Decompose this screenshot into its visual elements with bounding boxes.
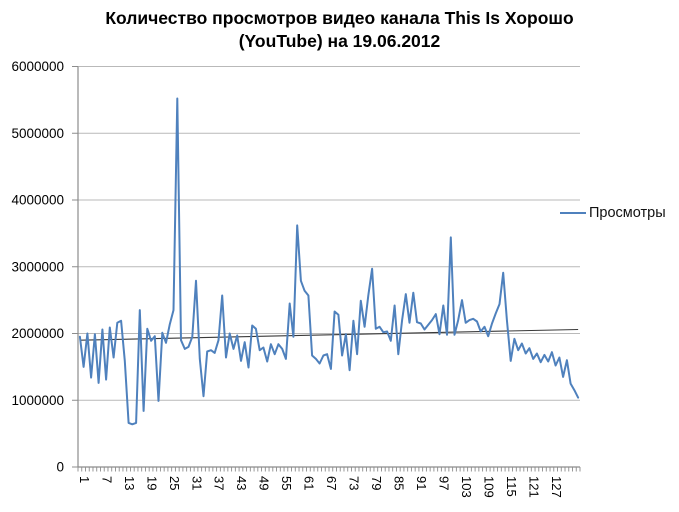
y-axis-label: 5000000	[11, 126, 64, 141]
x-axis-label: 7	[99, 476, 114, 483]
series-line-views	[78, 97, 580, 426]
x-axis-label: 73	[347, 476, 362, 490]
x-axis-label: 121	[526, 476, 541, 498]
x-axis-label: 79	[369, 476, 384, 490]
legend-label: Просмотры	[589, 205, 666, 221]
x-axis-label: 61	[302, 476, 317, 490]
x-axis-label: 31	[189, 476, 204, 490]
x-axis-label: 1	[77, 476, 92, 483]
x-axis-label: 55	[279, 476, 294, 490]
x-axis-label: 85	[392, 476, 407, 490]
x-axis-label: 115	[504, 476, 519, 497]
x-axis-label: 49	[257, 476, 272, 490]
chart-title-line1: Количество просмотров видео канала This …	[105, 8, 574, 28]
x-axis-label: 91	[414, 476, 429, 490]
y-axis-label: 0	[56, 460, 64, 475]
x-axis-label: 103	[459, 476, 474, 498]
x-axis-label: 67	[324, 476, 339, 490]
x-axis-label: 109	[481, 476, 496, 498]
y-axis-label: 1000000	[11, 393, 64, 408]
x-axis-label: 127	[549, 476, 564, 498]
x-axis-label: 37	[212, 476, 227, 490]
x-axis-label: 97	[437, 476, 452, 490]
x-axis-label: 19	[144, 476, 159, 490]
x-axis-label: 25	[167, 476, 182, 490]
y-axis-label: 6000000	[11, 59, 64, 74]
y-axis-label: 2000000	[11, 326, 64, 341]
y-axis-label: 3000000	[11, 259, 64, 274]
legend-line-marker-icon	[560, 212, 586, 214]
legend: Просмотры	[560, 204, 666, 222]
x-axis-label: 43	[234, 476, 249, 490]
x-axis-label: 13	[122, 476, 137, 490]
chart-title-line2: (YouTube) на 19.06.2012	[238, 31, 441, 51]
chart-title: Количество просмотров видео канала This …	[0, 7, 679, 53]
y-axis-label: 4000000	[11, 193, 64, 208]
